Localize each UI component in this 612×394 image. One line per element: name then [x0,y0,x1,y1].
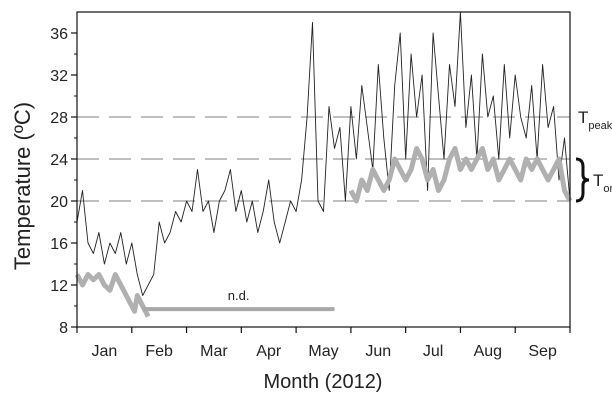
x-axis: Jan Feb Mar Apr May Jun Jul Aug Sep [76,327,571,360]
reference-lines [77,116,570,202]
y-tick-label: 28 [50,110,68,127]
x-axis-label: Month (2012) [264,371,383,393]
t-peak-label: Tpeak [578,108,612,132]
x-tick-label: Jul [423,343,443,360]
series-layer [74,11,573,318]
y-tick-label: 20 [50,194,68,211]
series-line-minimum [348,146,573,204]
series-line-minimum [74,272,151,318]
x-tick-label: Aug [474,343,502,360]
y-axis: 8 12 16 20 24 28 32 36 [50,26,77,337]
y-axis-label: Temperature (ºC) [10,102,35,270]
no-data-label: n.d. [228,288,250,303]
x-tick-label: Sep [528,343,557,360]
x-tick-label: Feb [145,343,173,360]
y-tick-label: 36 [50,26,68,43]
plot-frame [76,11,571,328]
x-tick-label: Jan [91,343,117,360]
y-tick-label: 8 [59,320,68,337]
y-tick-label: 32 [50,68,68,85]
t-on-label: Ton [593,171,612,195]
y-tick-label: 16 [50,236,68,253]
x-tick-label: Mar [200,343,228,360]
y-tick-label: 12 [50,278,68,295]
x-tick-label: Jun [365,343,391,360]
x-tick-label: May [308,343,338,360]
brace-icon [575,157,590,203]
x-tick-label: Apr [256,343,282,360]
series-line-maximum [76,11,571,296]
annotations: n.d. Tpeak Ton [142,108,612,312]
y-tick-label: 24 [50,152,68,169]
